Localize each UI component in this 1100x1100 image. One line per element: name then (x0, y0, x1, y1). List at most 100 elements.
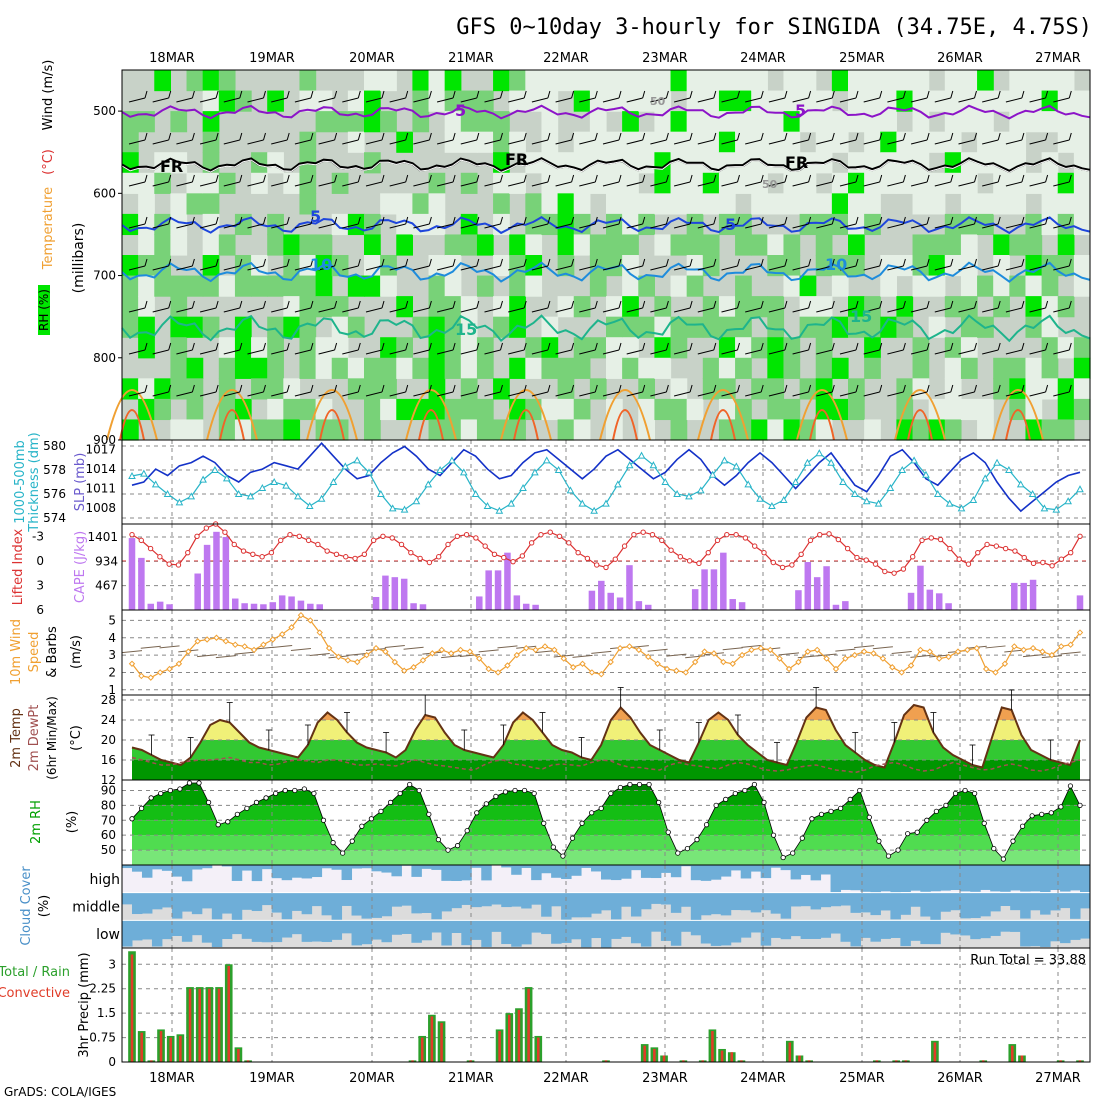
thickness-point (365, 468, 373, 476)
rh-cell (299, 316, 317, 338)
wind-speed-tick: 1 (108, 683, 116, 697)
rh2m-unit-label: (%) (65, 811, 80, 834)
rh-point (426, 811, 432, 817)
wind-barb-flag (357, 132, 361, 141)
wind-barb-flag (263, 384, 266, 393)
cape-axis-label: CAPE (J/kg) (73, 531, 88, 603)
rh-point (694, 837, 700, 843)
wind-barb-flag (452, 300, 456, 309)
rh-point (866, 814, 872, 820)
wind-barb (460, 349, 477, 355)
rh-point (311, 790, 317, 797)
wind-speed-line (131, 614, 1081, 679)
cloud-cover-bar (920, 865, 931, 892)
contour-temp-25 (907, 409, 933, 441)
wind-barb (1029, 181, 1046, 187)
wind-barb (745, 97, 762, 103)
wind-speed-point (579, 660, 586, 667)
precip-convective-bar (517, 1009, 521, 1062)
contour-temp-20 (206, 389, 258, 441)
wind-speed-point (607, 658, 614, 666)
thickness-point (1076, 485, 1084, 493)
rh-cell (412, 357, 430, 379)
wind-barb (290, 647, 312, 651)
wind-barb (887, 307, 904, 313)
rh-cell (944, 398, 962, 421)
rh-cell (170, 213, 188, 236)
thickness-point (519, 483, 527, 491)
cloud-cover-bar (591, 920, 602, 939)
wind-barb (839, 181, 857, 187)
cloud-cover-bar (710, 892, 722, 915)
wind-axis-label: Wind (m/s) (41, 60, 56, 131)
rh-point (703, 822, 710, 828)
cloud-cover-bar (860, 865, 871, 892)
cape-bar (485, 570, 492, 610)
precip-convective-bar (1020, 1055, 1024, 1062)
wind-barb (697, 391, 714, 397)
thickness-point (945, 499, 954, 507)
rh-cell (186, 316, 204, 338)
cloud-cover-bar (790, 865, 802, 880)
wind-barb (982, 181, 999, 187)
wind-speed-point (297, 611, 305, 619)
wind-barb (342, 265, 359, 271)
rh-cell (509, 131, 526, 153)
thickness-point (815, 449, 824, 457)
rh-point (129, 816, 135, 822)
rh-cell (509, 419, 526, 441)
wind-barb (460, 181, 477, 187)
cloud-cover-bar (461, 865, 472, 881)
wind-speed-point (400, 667, 408, 674)
rh-point (589, 810, 595, 816)
rh-cell (686, 316, 704, 338)
lifted-index-point (222, 529, 228, 535)
wind-barb (1029, 307, 1046, 313)
cloud-cover-bar (551, 892, 562, 907)
cape-bar (691, 589, 699, 610)
rh-cell (460, 234, 478, 256)
cloud-cover-bar (880, 865, 891, 892)
wind-barb (223, 265, 240, 271)
wind-barb-flag (286, 216, 290, 225)
rh-cell (702, 111, 720, 133)
wind-speed-tick: 5 (108, 613, 116, 627)
wind-barb-flag (523, 384, 527, 393)
contour-temp-20 (405, 389, 457, 441)
precip-frame (121, 947, 1091, 1063)
wind-barb-flag (334, 342, 338, 351)
wind-barb (413, 223, 430, 229)
rh-cell (283, 398, 301, 421)
precip-convective-bar (237, 1048, 240, 1062)
wind-barb-flag (879, 384, 883, 393)
rh-cell (315, 419, 333, 441)
rh-cell (186, 357, 204, 379)
wind-barb (910, 223, 928, 229)
wind-barb-flag (571, 258, 575, 267)
rh-point (177, 786, 183, 792)
wind-barb-flag (168, 384, 172, 393)
thickness-point (554, 465, 563, 473)
wind-barb (152, 223, 169, 229)
wind-barb (389, 97, 406, 103)
wind-barb (247, 265, 264, 271)
rh-cell (186, 419, 204, 441)
cloud-cover-bar (381, 892, 392, 917)
rh-cell (541, 70, 559, 92)
lifted-index-point (519, 553, 526, 559)
wind-barb-flag (784, 300, 788, 309)
wind-barb (531, 139, 549, 145)
cloud-cover-bar (700, 865, 712, 881)
wind-barb-flag (523, 132, 527, 141)
rh-cell (848, 90, 865, 112)
cloud-cover-bar (810, 865, 822, 881)
rh-cell (444, 70, 462, 92)
wind-barb-flag (689, 174, 693, 183)
wind-barb (294, 307, 312, 313)
cloud-cover-bar (820, 865, 832, 875)
wind-barb-flag (310, 216, 314, 225)
cloud-cover-bar (551, 865, 562, 878)
rh-cell (493, 70, 510, 92)
wind-barb-flag (760, 216, 764, 225)
